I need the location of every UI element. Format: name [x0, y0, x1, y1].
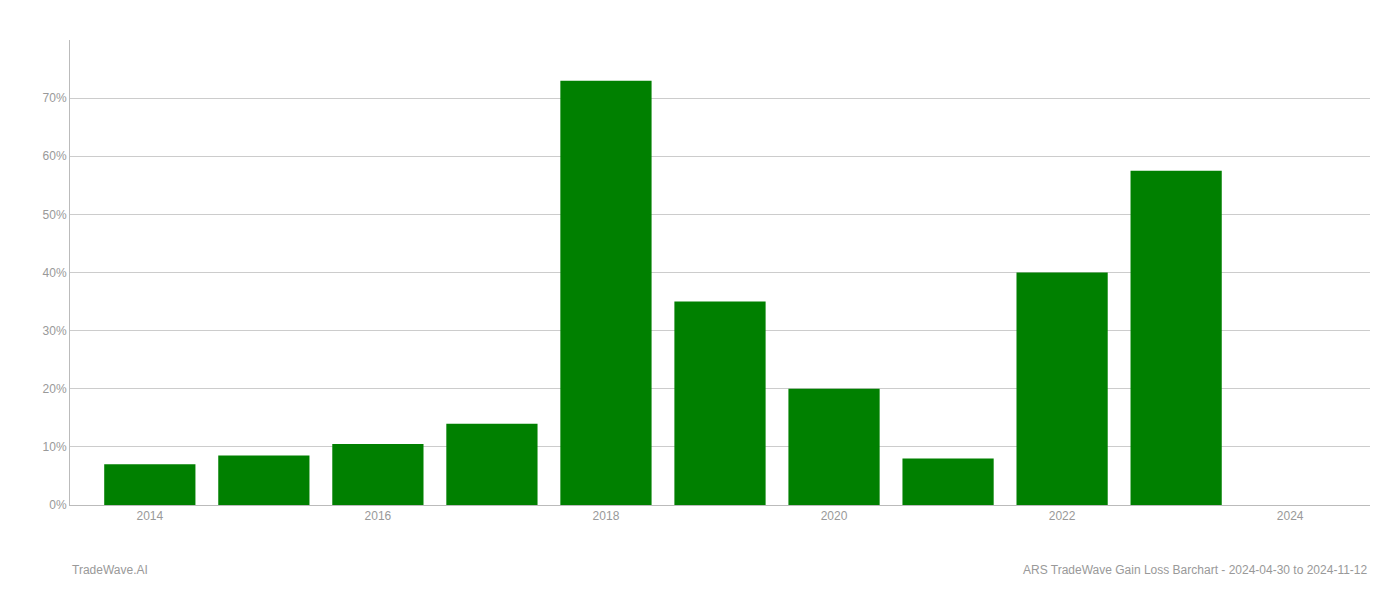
svg-text:2024: 2024	[1277, 509, 1304, 523]
svg-text:20%: 20%	[43, 382, 67, 396]
svg-text:2022: 2022	[1049, 509, 1076, 523]
svg-text:0%: 0%	[49, 498, 67, 512]
svg-text:TradeWave.AI: TradeWave.AI	[72, 563, 148, 577]
svg-text:30%: 30%	[43, 324, 67, 338]
svg-text:2016: 2016	[365, 509, 392, 523]
svg-text:40%: 40%	[43, 266, 67, 280]
svg-text:2018: 2018	[593, 509, 620, 523]
svg-text:70%: 70%	[43, 91, 67, 105]
svg-text:2014: 2014	[136, 509, 163, 523]
svg-text:2020: 2020	[821, 509, 848, 523]
svg-text:50%: 50%	[43, 208, 67, 222]
svg-text:10%: 10%	[43, 440, 67, 454]
svg-text:ARS TradeWave Gain Loss Barcha: ARS TradeWave Gain Loss Barchart - 2024-…	[1023, 563, 1368, 577]
svg-text:60%: 60%	[43, 149, 67, 163]
